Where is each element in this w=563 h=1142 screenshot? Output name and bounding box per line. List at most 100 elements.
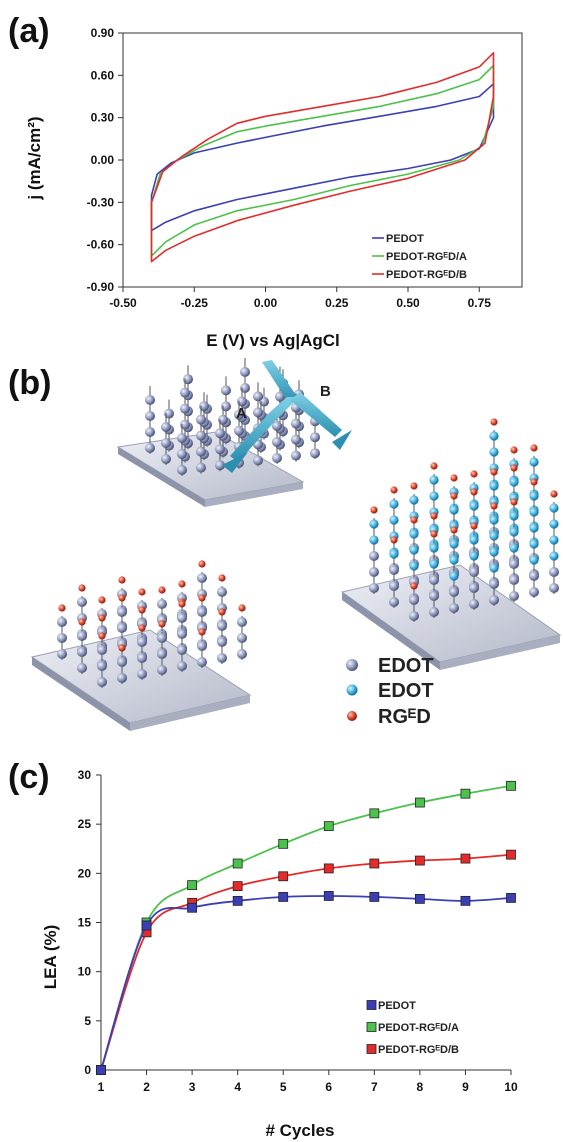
edot-sphere (157, 633, 167, 643)
edot-sphere (177, 613, 187, 623)
chart-a-y-tick-label: 0.60 (91, 68, 115, 82)
chart-c-x-tick-label: 1 (98, 1080, 105, 1094)
chart-a-legend-label: PEDOT (386, 233, 424, 245)
rged-sphere (470, 470, 478, 478)
edot-sphere (215, 444, 225, 455)
edot-sphere (196, 462, 206, 473)
chart-a-x-tick-label: -0.25 (181, 296, 209, 310)
chart-c-lines (96, 780, 516, 1075)
chart-c-series-pedot-rg-d-b (100, 853, 512, 1071)
chart-c-marker-pedot (323, 891, 334, 901)
chart-c-legend-label: PEDOT-RGᴱD/B (378, 1044, 459, 1056)
edot-blue-sphere (489, 431, 499, 441)
rged-sphere (470, 522, 478, 530)
chart-c-marker-pedot-rg-d-a (414, 797, 425, 808)
edot-blue-sphere (409, 495, 419, 505)
edot-sphere (253, 407, 263, 418)
chart-c-marker-pedot (460, 895, 471, 906)
rged-sphere (370, 506, 378, 514)
panel-label-c: (c) (8, 758, 50, 796)
edot-sphere (97, 661, 107, 671)
edot-sphere (161, 422, 171, 432)
edot-sphere (310, 448, 320, 459)
edot-sphere (161, 454, 171, 464)
chart-a-x-tick-label: 0.25 (325, 296, 349, 310)
scheme-legend: EDOT EDOT RGᴱD (346, 655, 434, 728)
chart-a-ticks: -0.50 -0.25 0.00 0.25 0.50 0.75 0.90 0.60 0.30 0.… (87, 26, 492, 310)
edot-sphere (234, 409, 244, 420)
rged-sphere (410, 516, 418, 524)
edot-blue-sphere (509, 477, 519, 487)
edot-sphere (310, 432, 320, 443)
rged-sphere (118, 594, 126, 602)
chart-a-x-tick-label: -0.50 (109, 296, 137, 310)
molecule-chains-right (369, 418, 559, 622)
edot-blue-sphere (489, 563, 499, 573)
chart-c-ticks: 1 2 3 4 5 6 7 8 9 10 0 5 10 15 20 25 30 (78, 768, 518, 1094)
edot-blue-sphere (449, 539, 459, 549)
edot-sphere (509, 559, 519, 569)
chart-c-y-tick-label: 30 (78, 768, 92, 782)
edot-blue-sphere (529, 457, 539, 467)
chart-c-marker-pedot (369, 892, 380, 902)
edot-sphere (549, 567, 559, 577)
rged-sphere (490, 418, 498, 426)
chart-c-marker-pedot-rg-d-a (187, 880, 198, 891)
edot-sphere (77, 647, 87, 657)
chart-c-marker-pedot-rg-d-a (278, 838, 289, 849)
rged-sphere (490, 468, 498, 476)
chart-c-marker-pedot-rg-d-b (414, 855, 425, 866)
edot-blue-sphere (409, 545, 419, 555)
rged-sphere (430, 530, 438, 538)
chart-a-x-axis-title: E (V) vs Ag|AgCl (206, 331, 340, 350)
edot-sphere (137, 637, 147, 647)
edot-sphere (272, 437, 282, 447)
chart-c-marker-pedot-rg-d-a (506, 780, 516, 791)
edot-sphere (197, 607, 207, 617)
edot-sphere (369, 567, 379, 577)
edot-sphere (197, 657, 207, 667)
rged-sphere (138, 624, 146, 632)
chart-a-y-tick-label: 0.30 (91, 111, 115, 125)
edot-blue-sphere (469, 551, 479, 561)
edot-sphere (177, 449, 187, 459)
chart-c-legend-swatch (366, 1044, 377, 1054)
panel-label-a: (a) (8, 12, 50, 50)
edot-sphere (469, 567, 479, 577)
edot-sphere (509, 591, 519, 601)
rged-sphere (78, 618, 86, 626)
rged-sphere (178, 580, 186, 588)
edot-sphere (77, 597, 87, 607)
rged-sphere (470, 488, 478, 496)
branch-arrows: A B (222, 360, 352, 473)
edot-blue-sphere (489, 481, 499, 491)
rged-sphere (490, 502, 498, 510)
chart-c-x-tick-label: 10 (504, 1080, 518, 1094)
chart-c-marker-pedot-rg-d-a (460, 788, 471, 799)
edot-sphere (177, 629, 187, 639)
chart-c-y-tick-label: 20 (78, 866, 92, 880)
rged-sphere (198, 560, 206, 568)
rged-sphere (158, 586, 166, 594)
scheme-legend-label-rged: RGᴱD (378, 706, 431, 728)
edot-sphere (177, 465, 187, 475)
chart-c-legend-swatch (366, 1000, 377, 1010)
edot-blue-sphere (449, 555, 459, 565)
chart-c-marker-pedot (506, 893, 516, 903)
edot-sphere (449, 603, 459, 613)
chart-a-x-tick-label: 0.50 (396, 296, 420, 310)
chart-c-x-tick-label: 2 (143, 1080, 150, 1094)
chart-c-marker-pedot (141, 920, 152, 931)
edot-blue-sphere (469, 535, 479, 545)
chart-a-y-tick-label: -0.90 (87, 280, 115, 294)
rged-sphere (410, 482, 418, 490)
edot-sphere (157, 599, 167, 609)
edot-blue-sphere (549, 551, 559, 561)
scheme-legend-label-edot-blue: EDOT (378, 680, 434, 702)
edot-blue-sphere (369, 535, 379, 545)
edot-sphere (145, 443, 155, 453)
chart-a-series-pedot (150, 83, 495, 232)
edot-blue-sphere (489, 531, 499, 541)
edot-blue-sphere (389, 499, 399, 509)
red-sphere-icon (347, 711, 357, 721)
